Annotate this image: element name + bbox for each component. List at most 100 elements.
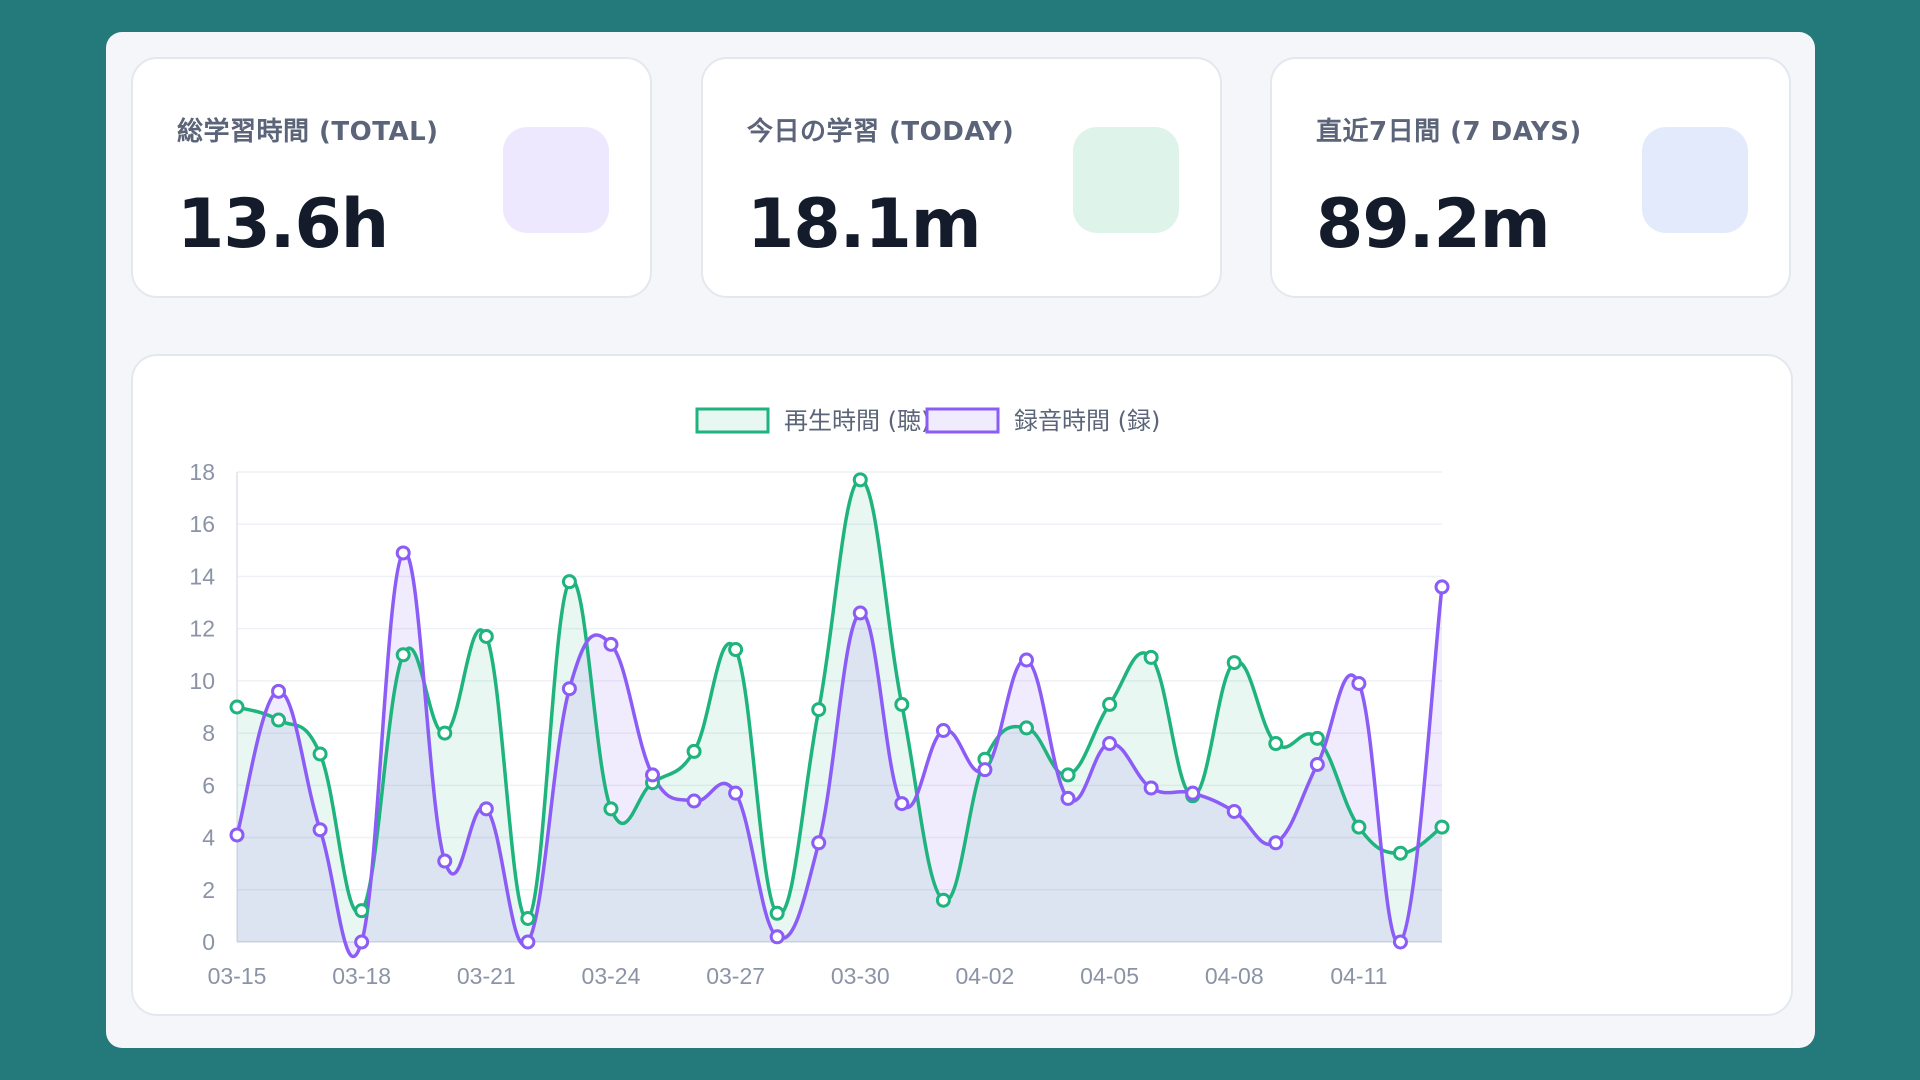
data-point-recording	[603, 636, 619, 652]
legend-swatch-recording	[925, 407, 1000, 434]
data-point-recording	[645, 767, 661, 783]
data-point-recording	[977, 762, 993, 778]
card-value: 13.6h	[177, 185, 389, 264]
x-tick-label: 03-24	[582, 963, 641, 989]
x-tick-label: 03-27	[706, 963, 765, 989]
data-point-recording	[395, 545, 411, 561]
x-tick-label: 04-08	[1205, 963, 1264, 989]
card-label: 今日の学習 (TODAY)	[747, 117, 1015, 147]
y-tick-label: 4	[202, 825, 215, 851]
data-point-playback	[271, 712, 287, 728]
card-label: 総学習時間 (TOTAL)	[177, 117, 439, 147]
data-point-playback	[686, 743, 702, 759]
total-icon	[503, 127, 609, 233]
y-tick-label: 0	[202, 929, 215, 955]
data-point-recording	[354, 934, 370, 950]
data-point-recording	[1309, 756, 1325, 772]
data-point-recording	[1392, 934, 1408, 950]
data-point-playback	[1018, 720, 1034, 736]
legend-item-recording[interactable]: 録音時間 (録)	[925, 407, 1160, 435]
data-point-recording	[1268, 835, 1284, 851]
data-point-playback	[811, 702, 827, 718]
card-value: 89.2m	[1316, 185, 1551, 264]
data-point-recording	[271, 683, 287, 699]
data-point-recording	[1351, 676, 1367, 691]
data-point-playback	[728, 642, 744, 658]
data-point-recording	[935, 723, 951, 738]
legend-label: 再生時間 (聴)	[784, 407, 930, 435]
data-point-playback	[520, 911, 536, 926]
data-point-recording	[811, 835, 827, 851]
data-point-recording	[686, 793, 702, 809]
data-point-playback	[603, 801, 619, 817]
data-point-recording	[229, 827, 245, 843]
data-point-playback	[312, 746, 328, 762]
data-point-recording	[478, 801, 494, 817]
data-point-recording	[437, 853, 453, 869]
data-point-playback	[852, 472, 868, 488]
data-point-playback	[1102, 696, 1118, 712]
data-point-recording	[1143, 780, 1159, 796]
legend-swatch-playback	[695, 407, 770, 434]
data-point-recording	[1102, 736, 1118, 752]
y-tick-label: 2	[202, 877, 215, 903]
seven-days-icon	[1642, 127, 1748, 233]
legend-label: 録音時間 (録)	[1014, 407, 1160, 435]
x-tick-label: 03-21	[457, 963, 516, 989]
data-point-playback	[1268, 736, 1284, 752]
y-tick-label: 8	[202, 720, 215, 746]
data-point-playback	[1392, 845, 1408, 861]
series-area-recording	[237, 552, 1442, 957]
y-tick-label: 14	[189, 563, 215, 589]
total-study-card: 総学習時間 (TOTAL) 13.6h	[131, 57, 652, 298]
data-point-playback	[437, 725, 453, 741]
today-study-card: 今日の学習 (TODAY) 18.1m	[701, 57, 1222, 298]
data-point-playback	[894, 696, 910, 712]
data-point-playback	[1060, 767, 1076, 783]
data-point-recording	[1226, 803, 1242, 819]
y-tick-label: 12	[189, 616, 215, 642]
data-point-recording	[312, 822, 328, 838]
data-point-playback	[1434, 819, 1450, 835]
legend[interactable]: 再生時間 (聴) 録音時間 (録)	[695, 407, 1160, 435]
data-point-recording	[894, 796, 910, 812]
legend-item-playback[interactable]: 再生時間 (聴)	[695, 407, 930, 435]
dashboard-panel: 総学習時間 (TOTAL) 13.6h 今日の学習 (TODAY) 18.1m …	[106, 32, 1815, 1048]
data-point-playback	[395, 647, 411, 663]
data-point-playback	[769, 905, 785, 921]
chart-ticks: 0 2 4 6 8 10 12 14 16 18 03-15 03-18 03-21 03-24 03-27…	[189, 459, 1387, 989]
data-point-recording	[728, 785, 744, 801]
data-point-recording	[561, 681, 577, 697]
y-tick-label: 10	[189, 668, 215, 694]
data-point-playback	[935, 892, 951, 908]
data-point-playback	[354, 903, 370, 919]
x-tick-label: 04-11	[1330, 963, 1387, 989]
data-point-playback	[1309, 730, 1325, 746]
data-point-playback	[1351, 819, 1367, 835]
data-point-recording	[520, 934, 536, 950]
today-icon	[1073, 127, 1179, 233]
data-point-recording	[1185, 785, 1201, 801]
data-point-playback	[229, 699, 245, 715]
line-chart: 0 2 4 6 8 10 12 14 16 18 03-15 03-18 03-21 03-24 03-27…	[189, 407, 1450, 989]
data-point-recording	[1060, 790, 1076, 806]
data-point-playback	[561, 574, 577, 590]
data-point-playback	[1143, 649, 1159, 665]
y-tick-label: 6	[202, 772, 215, 798]
study-time-chart-card: 0 2 4 6 8 10 12 14 16 18 03-15 03-18 03-21 03-24 03-27…	[131, 354, 1793, 1016]
y-tick-label: 18	[189, 459, 215, 485]
x-tick-label: 03-18	[332, 963, 391, 989]
data-point-recording	[1434, 579, 1450, 595]
data-point-recording	[769, 929, 785, 945]
card-label: 直近7日間 (7 DAYS)	[1316, 117, 1582, 147]
data-point-recording	[1018, 652, 1034, 668]
data-point-playback	[1226, 655, 1242, 671]
x-tick-label: 03-30	[831, 963, 890, 989]
x-tick-label: 04-02	[956, 963, 1015, 989]
data-point-playback	[478, 629, 494, 644]
card-value: 18.1m	[747, 185, 982, 264]
y-tick-label: 16	[189, 511, 215, 537]
chart-points	[229, 472, 1450, 950]
x-tick-label: 03-15	[208, 963, 267, 989]
data-point-recording	[852, 605, 868, 621]
